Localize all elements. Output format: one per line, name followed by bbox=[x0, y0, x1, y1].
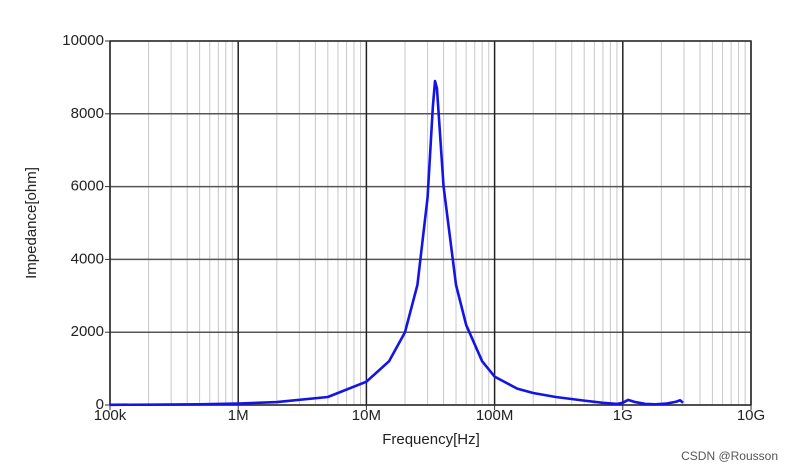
x-axis-label: Frequency[Hz] bbox=[382, 431, 480, 448]
y-tick-label: 10000 bbox=[62, 32, 104, 49]
x-tick-label: 1M bbox=[228, 407, 249, 424]
y-tick-label: 2000 bbox=[71, 323, 104, 340]
plot-frame bbox=[109, 40, 752, 406]
x-tick-label: 1G bbox=[613, 407, 633, 424]
watermark: CSDN @Rousson bbox=[681, 449, 778, 463]
data-line bbox=[109, 79, 684, 407]
y-tick-label: 6000 bbox=[71, 178, 104, 195]
x-tick-label: 10M bbox=[352, 407, 381, 424]
y-tick-label: 0 bbox=[96, 396, 104, 413]
x-tick-label: 10G bbox=[737, 407, 765, 424]
y-axis-label: Impedance[ohm] bbox=[23, 167, 40, 279]
y-tick-label: 8000 bbox=[71, 105, 104, 122]
x-tick-label: 100k bbox=[94, 407, 127, 424]
x-tick-label: 100M bbox=[476, 407, 514, 424]
y-tick-label: 4000 bbox=[71, 250, 104, 267]
